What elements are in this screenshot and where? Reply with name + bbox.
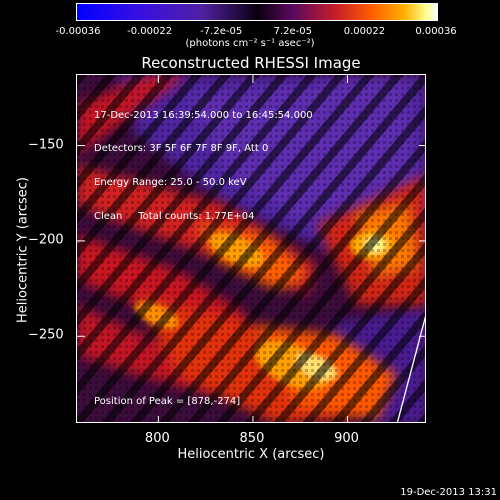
colorbar xyxy=(76,3,438,21)
observation-info: 17-Dec-2013 16:39:54.000 to 16:45:54.000… xyxy=(94,87,313,234)
colorbar-tick-label: 7.2e-05 xyxy=(273,26,312,37)
y-tick-label: −250 xyxy=(28,327,64,343)
x-tick-label: 850 xyxy=(239,431,265,446)
y-tick-label: −150 xyxy=(28,137,64,153)
colorbar-tick-label: 0.00036 xyxy=(415,26,457,37)
info-line-counts: Clean Total counts: 1.77E+04 xyxy=(94,211,255,223)
info-line-detectors: Detectors: 3F 5F 6F 7F 8F 9F, Att 0 xyxy=(94,143,269,155)
colorbar-tick-label: -7.2e-05 xyxy=(200,26,243,37)
x-tick-label: 800 xyxy=(144,431,170,446)
info-line-energy: Energy Range: 25.0 - 50.0 keV xyxy=(94,177,247,189)
peak-position-label: Position of Peak = [878,-274] xyxy=(94,396,241,407)
x-axis-label: Heliocentric X (arcsec) xyxy=(177,447,325,462)
y-tick-label: −200 xyxy=(28,232,64,248)
chart-title: Reconstructed RHESSI Image xyxy=(141,54,361,72)
plot-area xyxy=(76,74,426,423)
colorbar-unit-label: (photons cm⁻² s⁻¹ asec⁻²) xyxy=(185,38,315,49)
footer-timestamp: 19-Dec-2013 13:31 xyxy=(400,487,497,498)
x-tick-label: 900 xyxy=(334,431,359,446)
solar-limb-line xyxy=(396,316,425,422)
axis-tick-marks xyxy=(77,75,425,422)
colorbar-tick-label: 0.00022 xyxy=(343,26,386,37)
heatmap xyxy=(77,75,425,422)
colorbar-tick-label: -0.00022 xyxy=(127,26,173,37)
info-line-time: 17-Dec-2013 16:39:54.000 to 16:45:54.000 xyxy=(94,109,313,121)
y-axis-label: Heliocentric Y (arcsec) xyxy=(15,177,31,323)
colorbar-tick-label: -0.00036 xyxy=(55,26,101,37)
